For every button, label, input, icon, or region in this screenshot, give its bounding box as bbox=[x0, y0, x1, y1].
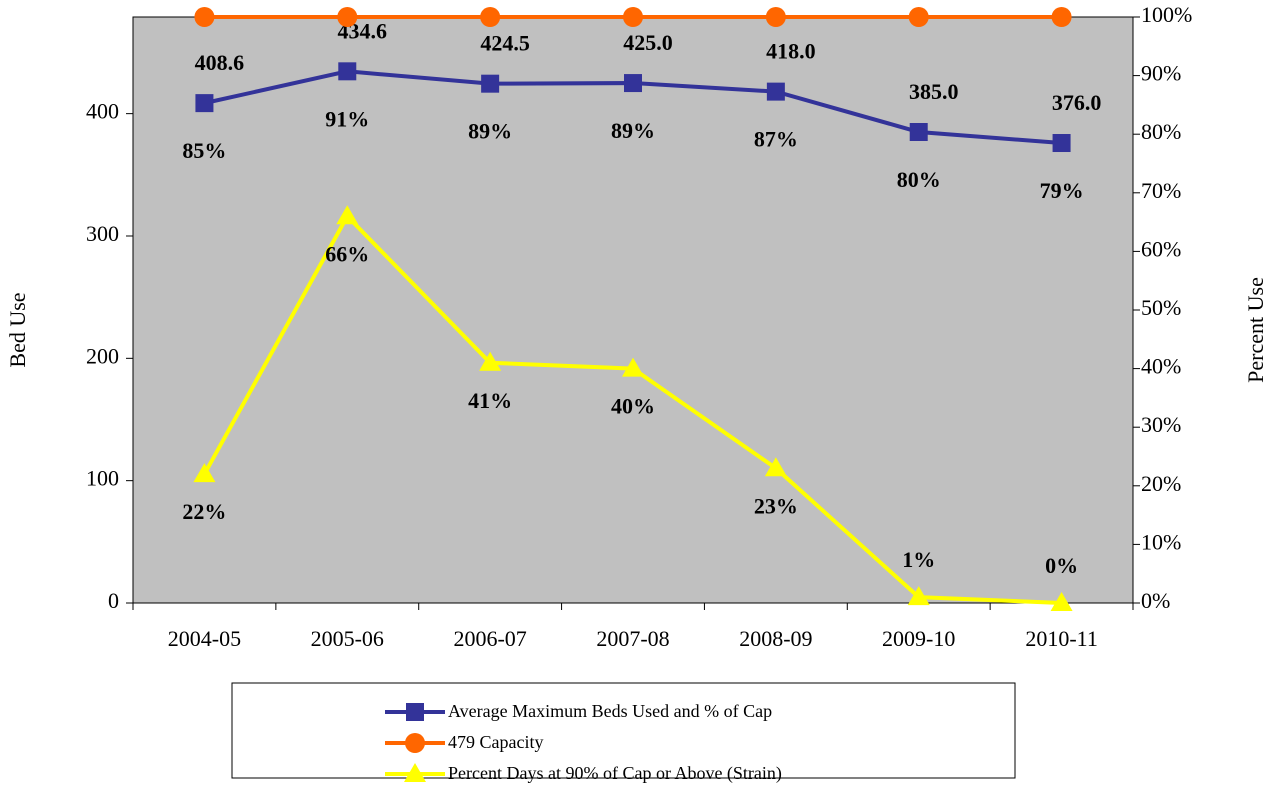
data-label: 41% bbox=[468, 388, 512, 413]
data-point bbox=[624, 74, 642, 93]
data-label: 376.0 bbox=[1052, 90, 1102, 115]
x-tick-label: 2009-10 bbox=[882, 626, 955, 651]
data-label: 87% bbox=[754, 127, 798, 152]
data-point bbox=[1052, 134, 1071, 153]
data-point bbox=[1050, 592, 1073, 611]
data-point bbox=[480, 7, 501, 27]
data-point bbox=[765, 7, 786, 27]
data-point bbox=[909, 122, 928, 141]
y2-tick-label: 70% bbox=[1141, 178, 1181, 203]
data-label: 0% bbox=[1045, 553, 1078, 578]
data-label: 408.6 bbox=[195, 50, 245, 75]
y2-tick-label: 20% bbox=[1141, 471, 1181, 496]
y-axis-title: Bed Use bbox=[5, 292, 30, 367]
data-label: 79% bbox=[1040, 178, 1084, 203]
data-point bbox=[622, 357, 644, 377]
data-point bbox=[907, 586, 930, 606]
data-label: 1% bbox=[902, 547, 935, 572]
legend-marker bbox=[406, 703, 424, 721]
data-point bbox=[766, 82, 785, 101]
x-tick-label: 2008-09 bbox=[739, 626, 812, 651]
data-label: 91% bbox=[325, 106, 369, 131]
legend-label: Average Maximum Beds Used and % of Cap bbox=[448, 701, 772, 721]
data-label: 85% bbox=[182, 138, 226, 163]
x-tick-label: 2010-11 bbox=[1025, 626, 1098, 651]
data-label: 22% bbox=[182, 499, 226, 524]
x-tick-label: 2005-06 bbox=[311, 626, 384, 651]
data-point bbox=[195, 94, 214, 113]
legend-label: 479 Capacity bbox=[448, 732, 543, 752]
data-point bbox=[193, 463, 216, 483]
y2-tick-label: 100% bbox=[1141, 2, 1192, 27]
y-tick-label: 100 bbox=[86, 466, 119, 491]
y-tick-label: 400 bbox=[86, 99, 119, 124]
data-label: 424.5 bbox=[480, 31, 530, 56]
data-label: 425.0 bbox=[623, 30, 673, 55]
data-point bbox=[337, 7, 358, 27]
legend-marker bbox=[405, 733, 425, 753]
legend-label: Percent Days at 90% of Cap or Above (Str… bbox=[448, 763, 782, 784]
data-point bbox=[764, 457, 787, 477]
y2-tick-label: 10% bbox=[1141, 529, 1181, 554]
data-label: 23% bbox=[754, 493, 798, 518]
y2-tick-label: 50% bbox=[1141, 295, 1181, 320]
data-point bbox=[623, 7, 643, 27]
y2-axis-title: Percent Use bbox=[1243, 277, 1268, 383]
data-point bbox=[479, 351, 502, 371]
data-label: 385.0 bbox=[909, 79, 959, 104]
data-label: 89% bbox=[468, 119, 512, 144]
y-tick-label: 0 bbox=[108, 588, 119, 613]
data-point bbox=[1051, 7, 1072, 27]
y2-tick-label: 30% bbox=[1141, 412, 1181, 437]
data-label: 418.0 bbox=[766, 39, 816, 64]
data-label: 89% bbox=[611, 118, 655, 143]
plot-area bbox=[132, 16, 1134, 604]
data-point bbox=[481, 74, 500, 93]
data-point bbox=[908, 7, 929, 27]
y2-tick-label: 0% bbox=[1141, 588, 1170, 613]
data-label: 40% bbox=[611, 394, 655, 419]
data-label: 66% bbox=[325, 241, 369, 266]
data-label: 80% bbox=[897, 167, 941, 192]
data-point bbox=[336, 205, 359, 225]
y-tick-label: 200 bbox=[86, 343, 119, 368]
legend-marker bbox=[404, 763, 426, 782]
x-tick-label: 2006-07 bbox=[453, 626, 526, 651]
data-point bbox=[194, 7, 215, 27]
y-tick-label: 300 bbox=[86, 221, 119, 246]
x-tick-label: 2004-05 bbox=[168, 626, 241, 651]
legend-box bbox=[231, 682, 1016, 779]
x-tick-label: 2007-08 bbox=[596, 626, 669, 651]
y2-tick-label: 80% bbox=[1141, 119, 1181, 144]
data-point bbox=[338, 62, 357, 81]
y2-tick-label: 90% bbox=[1141, 61, 1181, 86]
y2-tick-label: 60% bbox=[1141, 236, 1181, 261]
y2-tick-label: 40% bbox=[1141, 354, 1181, 379]
